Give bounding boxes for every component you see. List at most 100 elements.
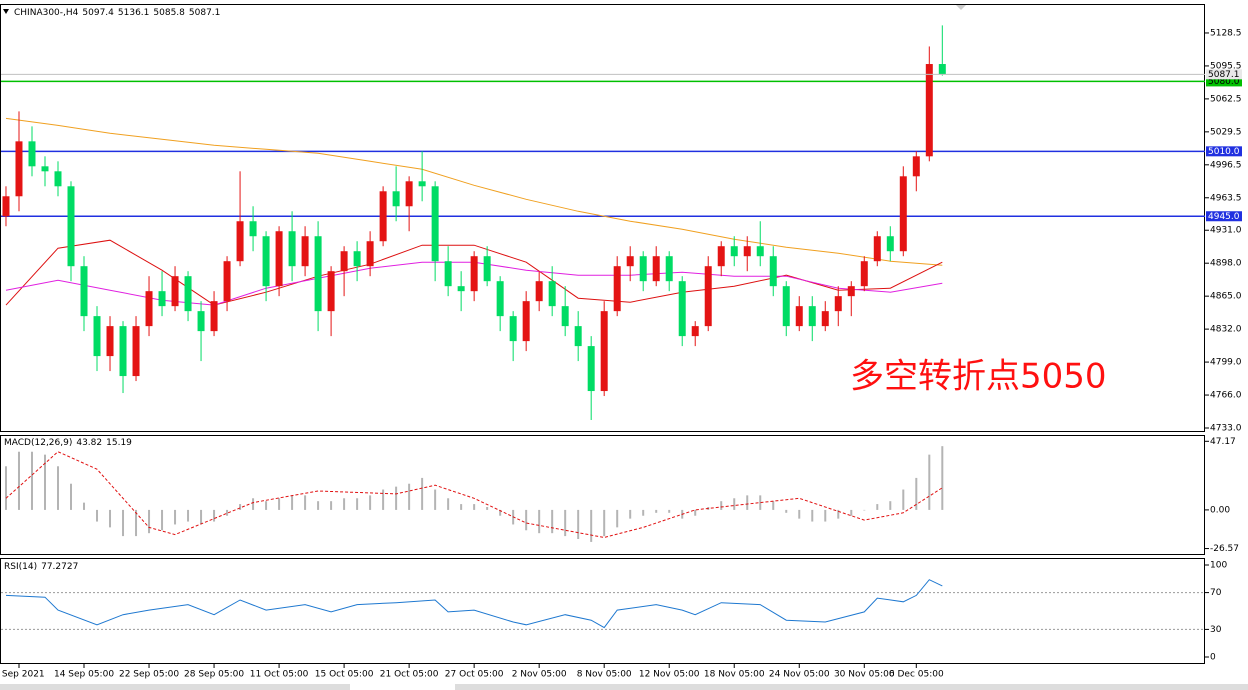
candle-body — [275, 231, 283, 287]
candle-body — [470, 256, 478, 292]
rsi-line — [5, 579, 943, 629]
ohlc-value: 5136.1 — [118, 8, 150, 18]
candle-body — [301, 236, 309, 267]
menu-arrow[interactable] — [3, 9, 9, 14]
shift-marker — [956, 5, 966, 10]
candle-body — [912, 156, 920, 177]
x-tick-label: 30 Nov 05:00 — [834, 670, 895, 680]
macd-bar — [213, 509, 216, 522]
x-tick-label: 8 Sep 2021 — [0, 670, 45, 680]
macd-bar — [395, 486, 398, 510]
level-label: 5080.0 — [1208, 77, 1240, 87]
macd-bar — [109, 509, 112, 528]
macd-bar — [902, 489, 905, 510]
candle-body — [223, 261, 231, 302]
macd-bar — [746, 495, 749, 510]
candle-body — [821, 311, 829, 327]
macd-bar — [421, 477, 424, 510]
candle-body — [925, 64, 933, 157]
y-tick-label: 4832.0 — [1210, 325, 1242, 335]
macd-bar — [538, 509, 541, 534]
y-tick-label: 4963.5 — [1210, 193, 1242, 203]
macd-bar — [824, 509, 827, 522]
x-tick-label: 12 Nov 05:00 — [639, 670, 700, 680]
scrollbar[interactable] — [455, 684, 1248, 690]
macd-bar — [43, 454, 46, 510]
candle-body — [405, 181, 413, 207]
macd-bar — [928, 454, 931, 510]
macd-bar — [499, 509, 502, 516]
macd-bar — [564, 509, 567, 537]
candle-body — [54, 171, 62, 187]
x-tick-label: 11 Oct 05:00 — [250, 670, 309, 680]
macd-bar — [408, 483, 411, 510]
macd-bar — [447, 498, 450, 510]
candle-body — [106, 326, 114, 357]
candle-body — [262, 236, 270, 287]
macd-bar — [590, 509, 593, 542]
x-tick-label: 24 Nov 05:00 — [769, 670, 830, 680]
candle-body — [28, 141, 36, 167]
x-tick-label: 27 Oct 05:00 — [445, 670, 504, 680]
candle-body — [938, 64, 946, 75]
level-tag — [1206, 76, 1242, 87]
candle-body — [561, 306, 569, 327]
macd-bar — [720, 501, 723, 510]
x-tick-label: 14 Sep 05:00 — [54, 670, 114, 680]
macd-bar — [629, 509, 632, 519]
candle-body — [392, 191, 400, 207]
x-tick-label: 2 Nov 05:00 — [512, 670, 567, 680]
macd-bar — [278, 498, 281, 510]
candle-body — [717, 246, 725, 267]
main-panel — [0, 4, 1205, 432]
macd-bar — [382, 489, 385, 510]
macd-bar — [135, 509, 138, 537]
moving-average — [5, 117, 943, 266]
macd-bar — [4, 466, 7, 510]
candle-body — [314, 236, 322, 312]
level-tag — [1206, 146, 1242, 157]
rsi-panel — [0, 558, 1205, 664]
level-tag — [1206, 211, 1242, 222]
candle-body — [496, 281, 504, 317]
candle-body — [886, 236, 894, 252]
candle-body — [444, 261, 452, 287]
moving-average — [5, 239, 943, 306]
macd-bar — [161, 509, 164, 531]
candle-body — [431, 186, 439, 262]
current-price-label: 5087.1 — [1208, 70, 1240, 80]
x-tick-label: 22 Sep 05:00 — [119, 670, 179, 680]
macd-bar — [551, 509, 554, 534]
macd-bar — [850, 509, 853, 516]
candle-body — [145, 291, 153, 327]
macd-bar — [57, 466, 60, 510]
chart-header: CHINA300-,H4 5097.4 5136.1 5085.8 5087.1 — [14, 8, 220, 18]
y-tick-label: 100 — [1210, 560, 1227, 570]
price-tag — [1206, 69, 1242, 80]
candle-body — [379, 191, 387, 242]
candle-body — [236, 221, 244, 262]
y-tick-label: 4766.0 — [1210, 391, 1242, 401]
macd-bar — [759, 495, 762, 510]
macd-bar — [577, 509, 580, 539]
macd-bar — [200, 509, 203, 525]
x-tick-label: 15 Oct 05:00 — [315, 670, 374, 680]
candle-body — [457, 286, 465, 292]
candle-body — [158, 291, 166, 307]
candle-body — [769, 256, 777, 287]
scrollbar[interactable] — [0, 684, 350, 690]
y-tick-label: 0 — [1210, 653, 1216, 663]
macd-bar — [889, 501, 892, 510]
annotation: 多空转折点5050 — [850, 357, 1107, 397]
y-tick-label: 5062.5 — [1210, 94, 1242, 104]
macd-bar — [148, 509, 151, 534]
macd-bar — [668, 509, 671, 513]
ohlc-value: 5087.1 — [189, 8, 221, 18]
macd-bar — [369, 495, 372, 510]
y-tick-label: 0.00 — [1210, 505, 1230, 515]
macd-bar — [122, 509, 125, 537]
y-tick-label: 4931.0 — [1210, 226, 1242, 236]
macd-bar — [616, 509, 619, 528]
macd-bar — [330, 501, 333, 510]
